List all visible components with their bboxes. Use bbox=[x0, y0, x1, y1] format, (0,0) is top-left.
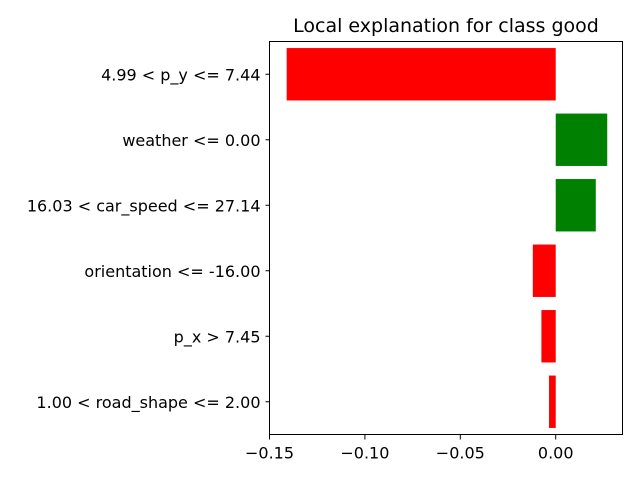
bar-1 bbox=[286, 48, 556, 101]
y-tick-label: 4.99 < p_y <= 7.44 bbox=[101, 65, 260, 85]
bar-2 bbox=[555, 113, 608, 166]
axes-frame bbox=[269, 41, 623, 435]
y-tick-label: 1.00 < road_shape <= 2.00 bbox=[36, 393, 260, 413]
x-tick-label: 0.00 bbox=[538, 444, 574, 463]
chart-title: Local explanation for class good bbox=[293, 15, 599, 37]
y-tick-label: weather <= 0.00 bbox=[122, 131, 260, 150]
bar-4 bbox=[532, 244, 556, 297]
y-tick-label: 16.03 < car_speed <= 27.14 bbox=[27, 196, 261, 216]
bar-3 bbox=[555, 179, 596, 232]
bar-6 bbox=[549, 375, 556, 428]
y-tick-label: p_x > 7.45 bbox=[174, 327, 261, 347]
x-axis-ticks: −0.15 −0.10 −0.05 0.00 bbox=[245, 434, 574, 463]
y-tick-label: orientation <= -16.00 bbox=[84, 262, 260, 281]
x-tick-label: −0.15 bbox=[245, 444, 294, 463]
x-tick-label: −0.10 bbox=[340, 444, 389, 463]
bar-5 bbox=[541, 310, 556, 363]
bars-layer bbox=[286, 48, 608, 428]
y-tick-labels: 4.99 < p_y <= 7.44 weather <= 0.00 16.03 <… bbox=[27, 65, 270, 413]
x-tick-label: −0.05 bbox=[436, 444, 485, 463]
